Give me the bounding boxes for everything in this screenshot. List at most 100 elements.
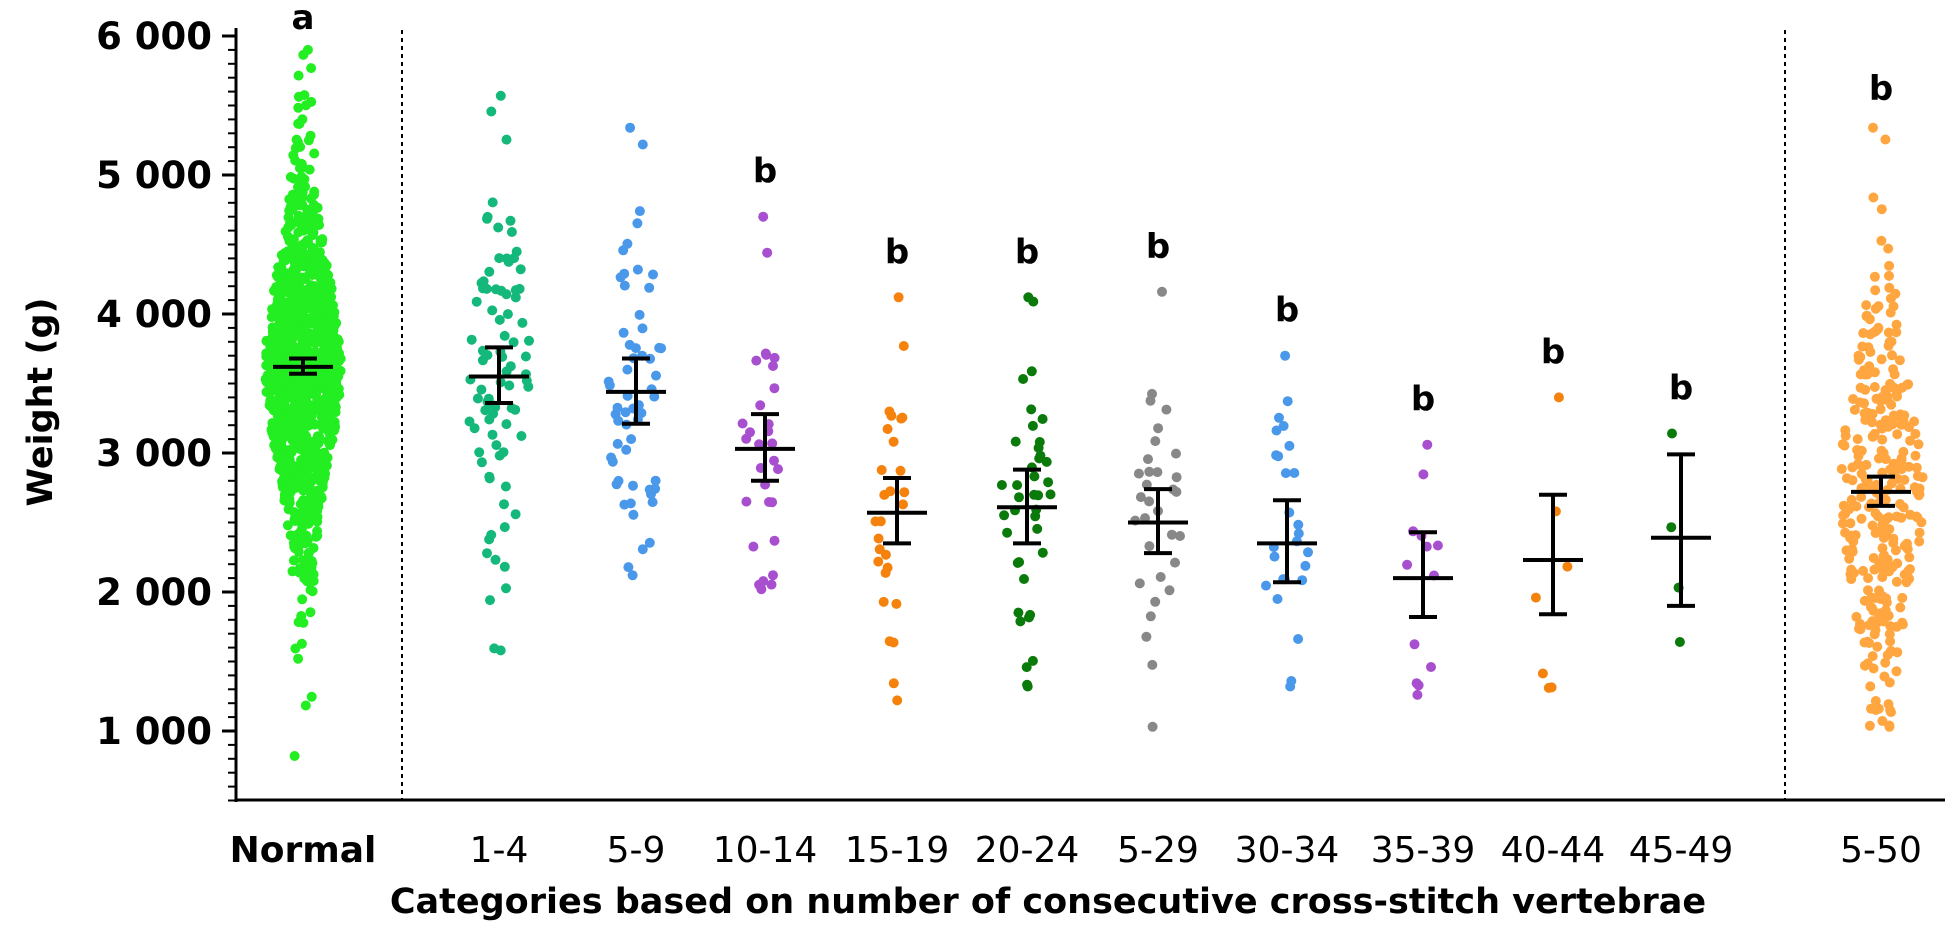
data-point: [298, 418, 309, 429]
data-point: [472, 393, 483, 404]
data-point: [1150, 596, 1161, 607]
data-point: [1885, 705, 1896, 716]
data-point: [299, 289, 310, 300]
data-point: [1885, 307, 1896, 318]
data-point: [293, 102, 304, 113]
data-point: [274, 401, 285, 411]
data-point: [619, 280, 630, 291]
data-point: [884, 406, 895, 417]
data-point: [621, 444, 632, 455]
data-point: [298, 495, 309, 506]
data-point: [486, 529, 497, 540]
data-point: [1876, 354, 1887, 365]
data-point: [1897, 619, 1908, 630]
data-point: [1880, 134, 1891, 145]
data-point: [1133, 468, 1144, 479]
data-point: [1840, 425, 1851, 436]
data-point: [1145, 611, 1156, 622]
data-point: [758, 576, 769, 587]
data-point: [1147, 721, 1158, 732]
data-point: [741, 496, 752, 507]
data-point: [491, 284, 501, 295]
data-point: [1164, 585, 1175, 596]
data-point: [1412, 689, 1423, 700]
data-point: [999, 510, 1010, 521]
data-point: [266, 312, 277, 323]
data-point: [1862, 369, 1873, 380]
data-point: [1886, 645, 1896, 656]
data-point: [1045, 489, 1056, 500]
data-point: [1171, 486, 1182, 497]
data-point: [323, 409, 334, 420]
data-point: [644, 282, 655, 293]
data-point: [288, 478, 299, 489]
data-point: [517, 317, 528, 328]
data-point: [1261, 580, 1271, 591]
axes: [234, 28, 1945, 802]
data-point: [1909, 482, 1920, 493]
data-point: [303, 547, 314, 558]
data-point: [1891, 319, 1902, 330]
significance-letter: a: [292, 0, 315, 38]
data-point: [1897, 382, 1908, 393]
data-point: [1877, 519, 1888, 530]
significance-letter: b: [1541, 332, 1565, 372]
data-point: [632, 218, 643, 229]
data-point: [1155, 572, 1166, 582]
data-point: [494, 253, 505, 264]
data-point: [1858, 328, 1869, 339]
data-point: [1022, 679, 1033, 690]
data-point: [305, 379, 316, 390]
data-point: [1910, 450, 1921, 461]
data-point: [1892, 558, 1903, 569]
data-point: [312, 431, 323, 442]
data-point: [1426, 662, 1436, 672]
data-point: [1897, 592, 1908, 603]
data-point: [628, 509, 639, 520]
data-point: [1143, 454, 1153, 465]
data-point: [491, 440, 502, 451]
data-point: [1884, 260, 1895, 271]
data-point: [300, 534, 311, 545]
data-point: [1147, 659, 1158, 670]
x-tick-label: 30-34: [1235, 830, 1340, 871]
data-point: [644, 484, 655, 495]
data-point: [300, 322, 311, 333]
data-point: [607, 456, 618, 467]
data-point: [274, 357, 285, 368]
significance-letter: b: [1869, 69, 1893, 109]
data-point: [273, 262, 284, 273]
data-point: [1666, 522, 1677, 533]
data-point: [276, 391, 286, 402]
data-point: [1848, 394, 1859, 404]
data-point: [524, 335, 534, 346]
data-point: [737, 418, 748, 429]
data-point: [1303, 547, 1313, 558]
data-point: [1015, 616, 1026, 627]
data-point: [290, 143, 301, 154]
data-point: [284, 493, 294, 504]
data-point: [1887, 350, 1897, 361]
data-point: [1418, 469, 1429, 480]
data-point: [1884, 629, 1895, 639]
data-point: [307, 208, 318, 218]
data-point: [289, 284, 299, 295]
data-point: [1868, 605, 1879, 616]
data-point: [1885, 464, 1896, 475]
y-axis-title: Weight (g): [21, 297, 61, 506]
data-point: [632, 264, 643, 275]
data-point: [298, 49, 309, 60]
significance-letter: b: [1146, 227, 1170, 267]
x-tick-label: 20-24: [975, 830, 1080, 871]
data-point: [1002, 527, 1013, 538]
data-point: [293, 653, 304, 664]
data-point: [623, 562, 634, 573]
data-point: [1018, 374, 1029, 384]
data-point: [1876, 204, 1887, 215]
data-point: [1840, 527, 1851, 538]
data-point: [302, 470, 313, 481]
data-point: [309, 186, 320, 197]
data-point: [764, 497, 774, 507]
data-point: [323, 386, 334, 397]
data-point: [502, 309, 513, 320]
